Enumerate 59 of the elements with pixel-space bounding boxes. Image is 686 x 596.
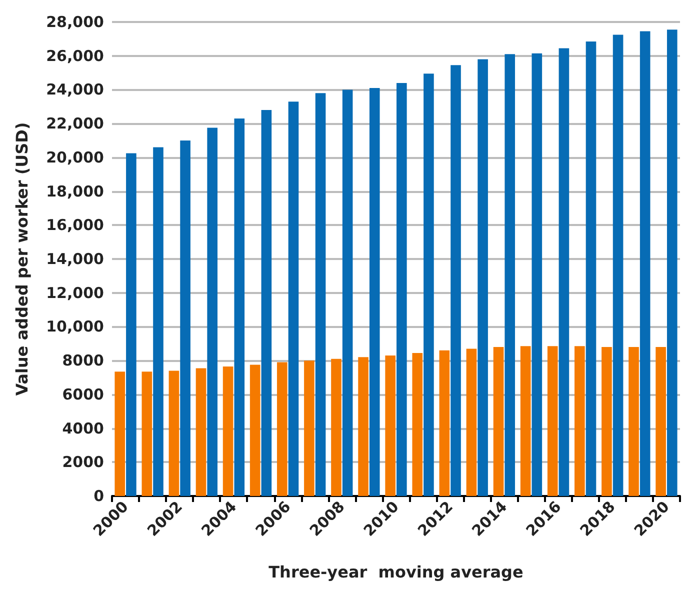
bar — [304, 360, 314, 496]
bar — [126, 153, 136, 496]
bar — [532, 53, 542, 496]
y-tick-label: 20,000 — [46, 148, 104, 166]
bar — [424, 74, 434, 496]
bar — [574, 346, 585, 496]
y-tick-label: 18,000 — [46, 182, 104, 200]
bar — [358, 357, 368, 496]
bar — [628, 347, 639, 496]
bar — [234, 118, 245, 496]
bar — [142, 372, 152, 496]
bar — [196, 368, 206, 496]
bar — [168, 370, 180, 496]
bar — [342, 90, 353, 496]
bar — [504, 54, 516, 496]
bar — [315, 93, 326, 496]
bar — [520, 346, 531, 496]
bar — [439, 350, 450, 496]
bar — [412, 352, 423, 496]
bar — [450, 65, 461, 496]
x-axis-title: Three-year moving average — [268, 562, 524, 582]
bar — [331, 358, 342, 496]
bar — [612, 34, 624, 496]
bar — [640, 31, 650, 496]
bar — [369, 88, 380, 496]
bar — [602, 347, 612, 496]
bar — [547, 346, 558, 496]
bar — [385, 355, 396, 496]
y-tick-label: 12,000 — [46, 284, 104, 302]
bar — [222, 366, 234, 496]
bar — [276, 362, 288, 496]
bar — [586, 41, 596, 496]
y-tick-label: 26,000 — [46, 46, 104, 65]
bar — [478, 59, 488, 496]
y-tick-label: 22,000 — [46, 114, 104, 133]
y-tick-label: 16,000 — [46, 216, 104, 234]
y-axis-title: Value added per worker (USD) — [12, 122, 32, 396]
y-tick-label: 6000 — [62, 385, 104, 404]
y-tick-label: 14,000 — [46, 250, 104, 268]
y-tick-label: 2000 — [62, 453, 104, 472]
bar — [261, 110, 272, 496]
y-tick-label: 8000 — [62, 352, 104, 370]
y-tick-label: 10,000 — [46, 318, 104, 336]
bar — [207, 128, 218, 496]
bar — [466, 348, 477, 496]
bar — [250, 364, 260, 496]
bar — [288, 102, 299, 496]
bar — [114, 372, 126, 496]
bar — [666, 30, 678, 496]
y-tick-label: 24,000 — [46, 80, 104, 99]
bar — [180, 140, 190, 496]
bar — [493, 347, 504, 496]
bar — [153, 147, 164, 496]
y-tick-label: 28,000 — [46, 13, 104, 31]
bar — [656, 347, 666, 496]
bar — [396, 82, 407, 496]
y-tick-label: 0 — [94, 487, 104, 505]
y-tick-label: 4000 — [62, 419, 104, 438]
bar — [558, 48, 570, 496]
